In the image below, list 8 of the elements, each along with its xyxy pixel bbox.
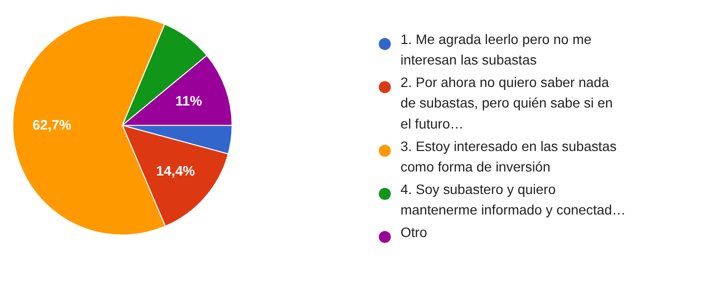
data-label: 14,4% [156,164,195,179]
data-label: 11% [175,93,202,108]
legend-label: 2. Por ahora no quiero saber nada de subastas, pero quién sabe si en el futuro… [400,75,613,132]
legend-label: 3. Estoy interesado en las subastas como forma de inversión [400,138,617,174]
legend-label: Otro [400,224,428,240]
data-label: 62,7% [32,117,72,132]
legend-label: 4. Soy subastero y quiero mantenerme informado y conectad… [400,182,626,218]
legend-label: 1. Me agrada leerlo pero no me interesan las subastas [400,32,592,68]
